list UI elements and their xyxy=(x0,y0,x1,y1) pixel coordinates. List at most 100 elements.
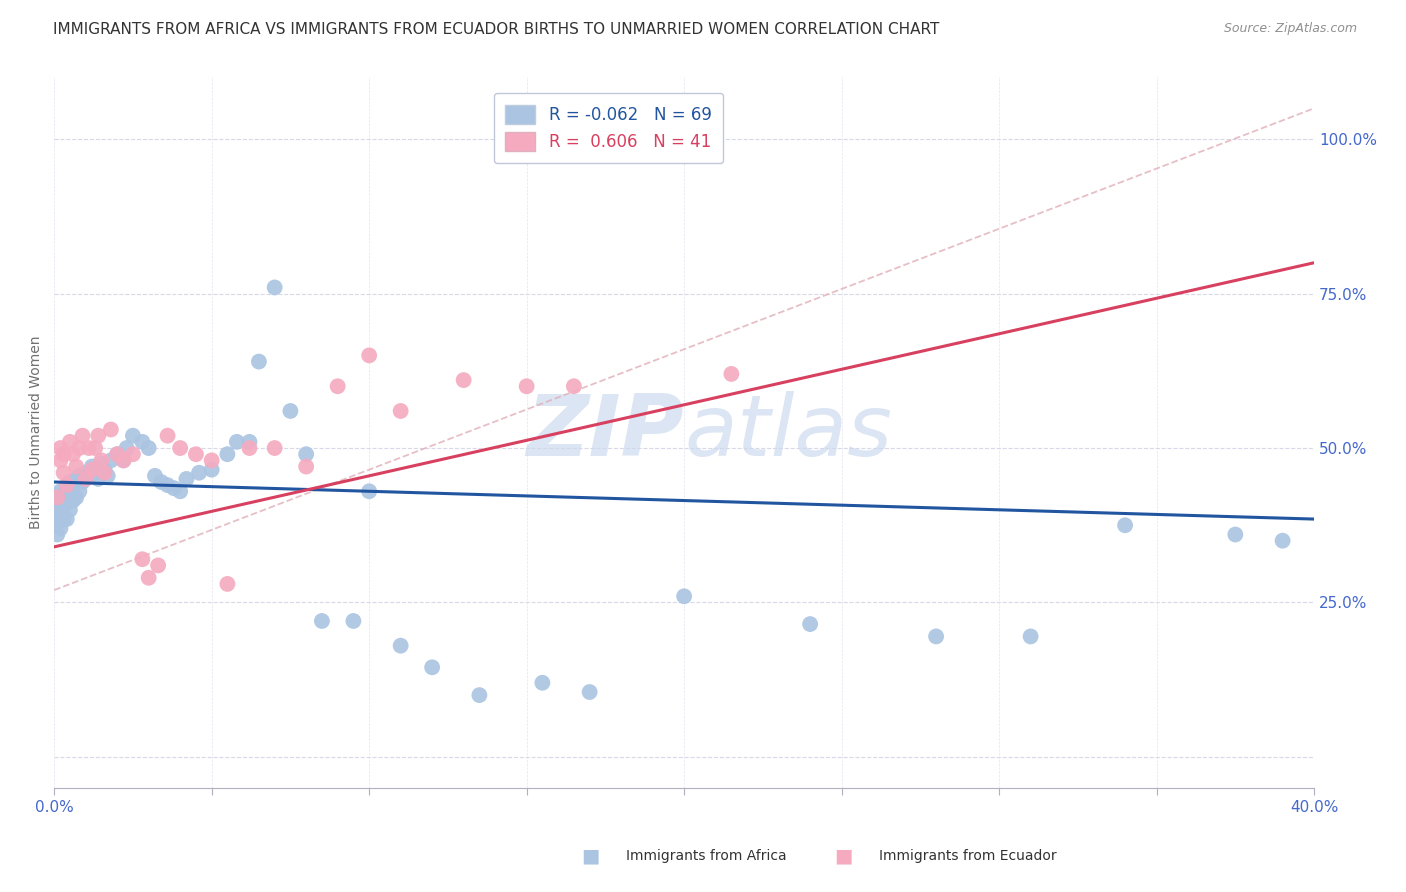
Point xyxy=(59,434,82,449)
Point xyxy=(468,688,491,702)
Point xyxy=(90,457,112,471)
Point xyxy=(311,614,333,628)
Point xyxy=(100,453,122,467)
Point xyxy=(238,441,260,455)
Point xyxy=(389,639,412,653)
Text: Immigrants from Africa: Immigrants from Africa xyxy=(626,849,786,863)
Point xyxy=(49,484,72,499)
Point xyxy=(1114,518,1136,533)
Point xyxy=(1019,629,1042,643)
Point xyxy=(673,589,696,603)
Point xyxy=(105,447,128,461)
Point xyxy=(122,447,145,461)
Point xyxy=(75,472,97,486)
Point xyxy=(87,472,110,486)
Point xyxy=(188,466,211,480)
Point xyxy=(46,491,69,505)
Point xyxy=(342,614,364,628)
Point xyxy=(150,475,173,489)
Point xyxy=(156,428,179,442)
Point xyxy=(46,515,69,529)
Point xyxy=(65,472,87,486)
Point xyxy=(138,571,160,585)
Text: ZIP: ZIP xyxy=(526,391,685,474)
Text: Source: ZipAtlas.com: Source: ZipAtlas.com xyxy=(1223,22,1357,36)
Point xyxy=(72,475,94,489)
Point xyxy=(799,617,821,632)
Point xyxy=(65,459,87,474)
Point xyxy=(49,521,72,535)
Point xyxy=(453,373,475,387)
Point xyxy=(138,441,160,455)
Point xyxy=(55,484,77,499)
Point xyxy=(52,466,75,480)
Point xyxy=(93,466,115,480)
Point xyxy=(169,484,191,499)
Point xyxy=(247,354,270,368)
Y-axis label: Births to Unmarried Women: Births to Unmarried Women xyxy=(30,336,44,529)
Point xyxy=(105,447,128,461)
Point xyxy=(49,497,72,511)
Point xyxy=(62,447,84,461)
Point xyxy=(389,404,412,418)
Point xyxy=(67,484,90,499)
Text: ■: ■ xyxy=(834,847,853,866)
Point xyxy=(169,441,191,455)
Point xyxy=(578,685,600,699)
Point xyxy=(52,447,75,461)
Point xyxy=(201,463,224,477)
Point xyxy=(62,493,84,508)
Point xyxy=(100,423,122,437)
Point xyxy=(72,428,94,442)
Legend: R = -0.062   N = 69, R =  0.606   N = 41: R = -0.062 N = 69, R = 0.606 N = 41 xyxy=(494,93,723,163)
Point xyxy=(1271,533,1294,548)
Point xyxy=(516,379,538,393)
Point xyxy=(143,468,166,483)
Point xyxy=(163,481,186,495)
Point xyxy=(46,527,69,541)
Point xyxy=(1225,527,1247,541)
Point xyxy=(217,447,239,461)
Point xyxy=(55,512,77,526)
Point xyxy=(295,459,318,474)
Text: Immigrants from Ecuador: Immigrants from Ecuador xyxy=(879,849,1056,863)
Point xyxy=(263,441,285,455)
Point xyxy=(46,503,69,517)
Text: ■: ■ xyxy=(581,847,600,866)
Point xyxy=(59,487,82,501)
Point xyxy=(52,512,75,526)
Point xyxy=(184,447,207,461)
Point xyxy=(238,434,260,449)
Point xyxy=(52,500,75,514)
Point xyxy=(55,478,77,492)
Point xyxy=(115,441,138,455)
Point xyxy=(156,478,179,492)
Point xyxy=(359,484,381,499)
Point xyxy=(90,453,112,467)
Point xyxy=(65,491,87,505)
Point xyxy=(62,478,84,492)
Point xyxy=(420,660,443,674)
Point xyxy=(49,453,72,467)
Point xyxy=(93,463,115,477)
Point xyxy=(77,441,100,455)
Point xyxy=(80,459,103,474)
Point xyxy=(112,453,135,467)
Text: atlas: atlas xyxy=(685,391,893,474)
Point xyxy=(225,434,247,449)
Point xyxy=(67,468,90,483)
Point xyxy=(201,453,224,467)
Point xyxy=(59,475,82,489)
Point xyxy=(359,348,381,362)
Point xyxy=(67,441,90,455)
Point xyxy=(326,379,349,393)
Point xyxy=(52,487,75,501)
Point xyxy=(146,558,169,573)
Point xyxy=(46,491,69,505)
Point xyxy=(84,466,107,480)
Point xyxy=(87,428,110,442)
Point xyxy=(562,379,585,393)
Point xyxy=(925,629,948,643)
Point xyxy=(77,468,100,483)
Point xyxy=(55,497,77,511)
